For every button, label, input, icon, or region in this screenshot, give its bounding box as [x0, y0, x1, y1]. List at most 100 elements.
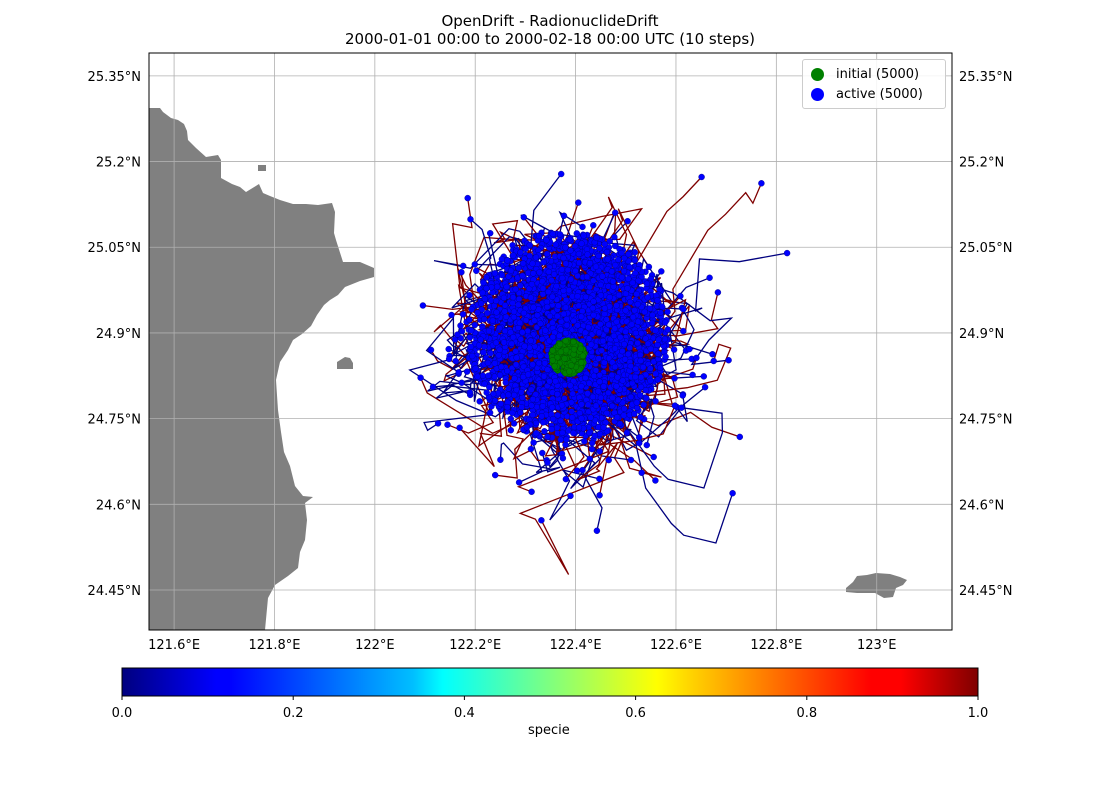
colorbar-tick-label: 1.0 [968, 706, 989, 721]
active-particle [546, 378, 553, 385]
initial-particle [577, 345, 584, 352]
active-particle [562, 475, 570, 483]
active-particle [524, 327, 531, 335]
active-particle [515, 295, 523, 303]
active-particle [429, 383, 437, 391]
active-particle [614, 374, 621, 381]
active-particle [501, 308, 508, 315]
active-particle [584, 401, 592, 408]
active-particle [511, 391, 518, 399]
active-particle [528, 281, 536, 288]
active-particle [500, 339, 508, 346]
active-particle [606, 237, 613, 245]
active-particles [417, 170, 791, 534]
active-particle [509, 294, 517, 301]
active-particle [601, 305, 608, 312]
active-particle [463, 368, 471, 375]
active-particle [510, 420, 518, 427]
active-particle [580, 232, 587, 239]
active-particle [598, 347, 605, 354]
lat-tick-label-left: 25.35°N [88, 70, 141, 85]
active-particle [529, 396, 537, 403]
active-particle [658, 268, 665, 275]
active-particle [558, 170, 565, 178]
active-particle [652, 477, 659, 484]
active-particle [664, 308, 671, 316]
active-particle [558, 318, 565, 325]
active-particle [502, 313, 510, 320]
active-particle [579, 308, 586, 315]
active-particle [595, 355, 602, 362]
active-particle [582, 293, 590, 301]
active-particle [522, 245, 529, 253]
active-particle [523, 424, 531, 431]
active-particle [632, 373, 639, 381]
active-particle [573, 230, 580, 237]
active-particle [520, 214, 527, 221]
active-particle [557, 417, 564, 424]
active-particle [578, 401, 585, 408]
active-particle [657, 309, 664, 316]
active-particle [601, 310, 608, 318]
active-particle [471, 261, 478, 268]
active-particle [515, 264, 522, 272]
active-particle [497, 400, 504, 408]
active-particle [620, 412, 627, 419]
active-particle [625, 350, 632, 358]
active-particle [591, 432, 598, 439]
active-particle [570, 429, 577, 437]
active-particle [652, 370, 659, 377]
active-particle [500, 294, 508, 302]
active-particle [605, 389, 612, 397]
active-particle [613, 414, 621, 421]
active-particle [592, 263, 600, 270]
active-particle [582, 329, 589, 336]
active-particle [444, 421, 451, 428]
active-particle [570, 317, 577, 325]
active-particle [518, 389, 525, 396]
active-particle [510, 308, 518, 315]
lat-tick-label-right: 25.2°N [959, 156, 1004, 171]
active-particle [512, 286, 519, 293]
active-particle [455, 369, 462, 376]
legend-item-active: active (5000) [811, 84, 923, 104]
active-particle [556, 231, 564, 238]
active-particle [554, 412, 561, 419]
active-particle [507, 329, 514, 336]
active-particle [509, 299, 516, 307]
active-particle [608, 268, 615, 275]
active-particle [533, 430, 540, 437]
active-particle [569, 414, 576, 421]
active-particle [445, 345, 452, 353]
active-particle [654, 297, 661, 304]
active-particle [590, 311, 597, 319]
active-particle [481, 380, 488, 388]
active-particle [617, 334, 624, 341]
active-particle [539, 335, 546, 343]
initial-particle [579, 352, 587, 359]
active-particle [652, 327, 659, 334]
active-particle [483, 274, 490, 281]
active-particle [498, 271, 506, 279]
active-particle [575, 302, 582, 309]
active-particle [643, 441, 650, 449]
active-particle [590, 372, 598, 380]
active-particle [517, 336, 524, 343]
active-particle [592, 367, 600, 374]
initial-particle [570, 346, 578, 353]
active-particle [646, 305, 654, 312]
active-particle [464, 194, 471, 202]
active-particle [622, 328, 629, 335]
active-particle [613, 318, 620, 326]
active-particle [679, 392, 686, 399]
active-particle [560, 212, 568, 220]
active-particle [599, 337, 607, 345]
active-particle [710, 357, 717, 365]
active-particle [631, 307, 638, 314]
active-particle [527, 294, 535, 301]
active-particle [492, 297, 500, 305]
active-particle [510, 252, 517, 259]
colorbar-tick-label: 0.2 [283, 706, 304, 721]
active-particle [476, 398, 483, 405]
lon-tick-label: 122.8°E [750, 638, 802, 653]
